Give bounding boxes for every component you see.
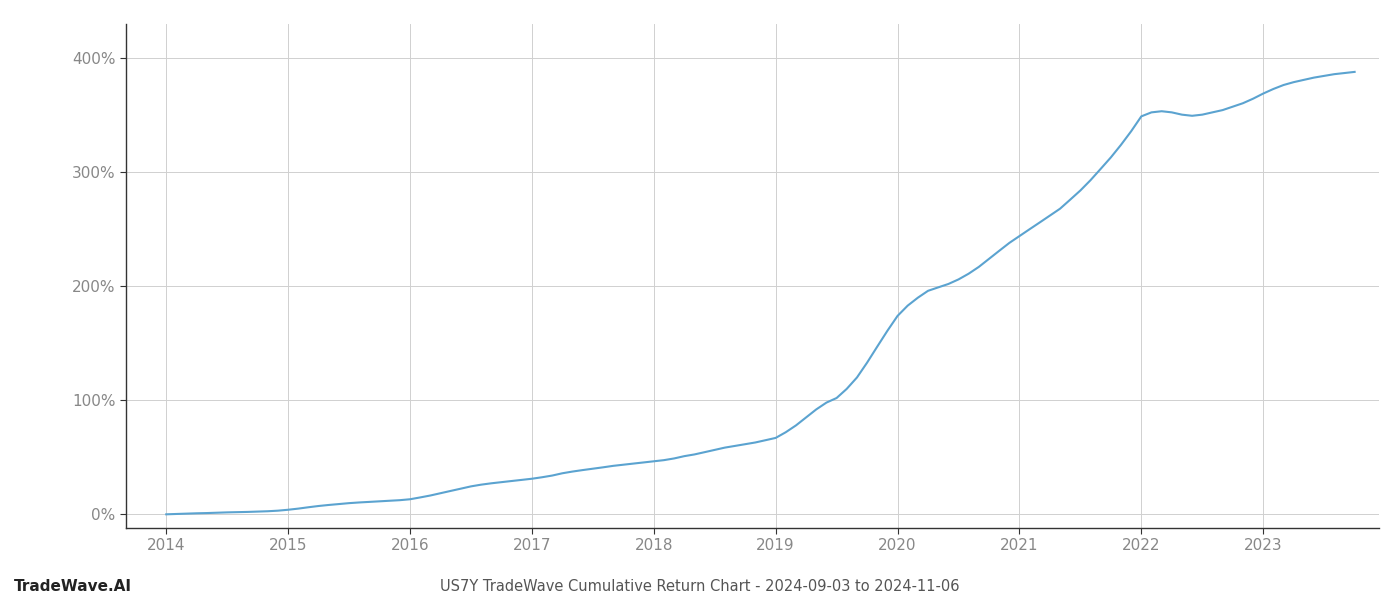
Text: TradeWave.AI: TradeWave.AI <box>14 579 132 594</box>
Text: US7Y TradeWave Cumulative Return Chart - 2024-09-03 to 2024-11-06: US7Y TradeWave Cumulative Return Chart -… <box>440 579 960 594</box>
